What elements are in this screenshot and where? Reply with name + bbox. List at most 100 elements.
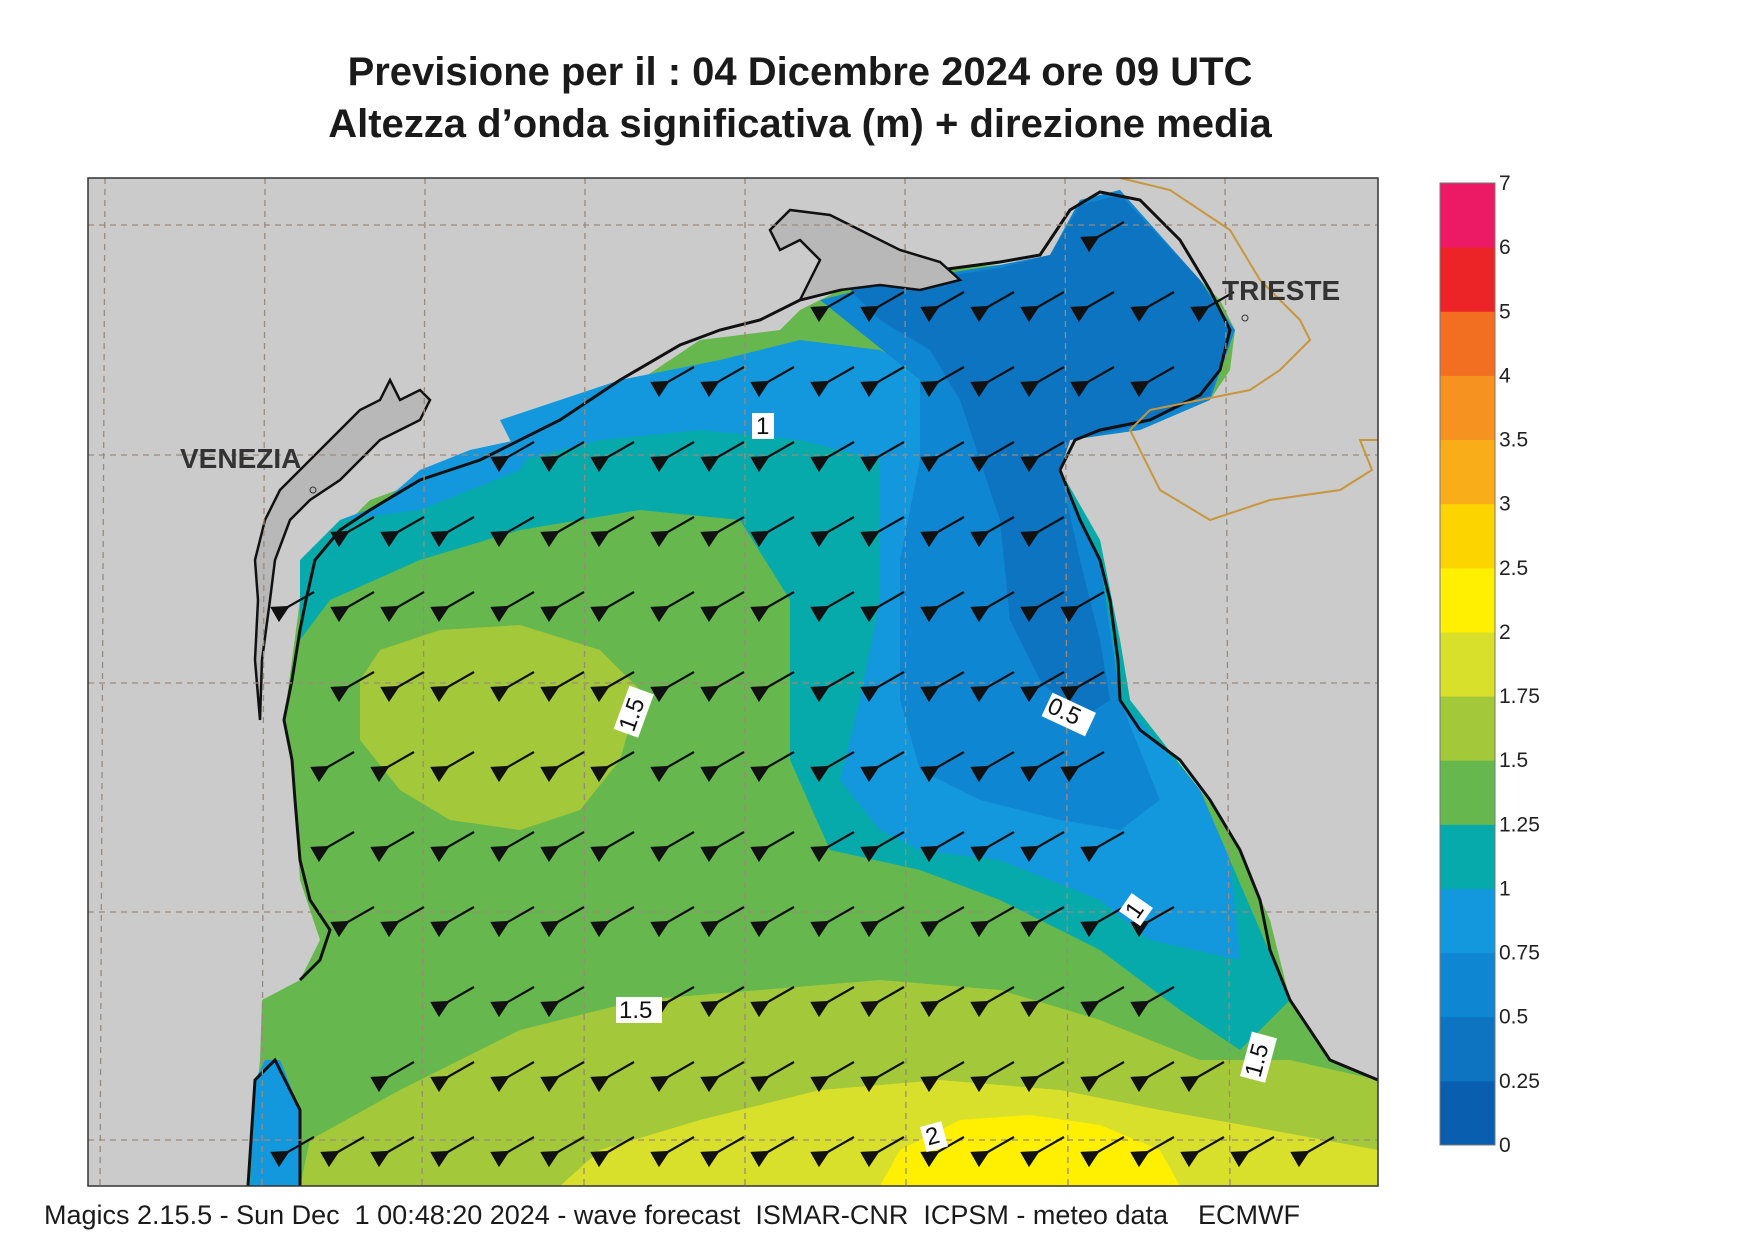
- wave-arrow: [540, 906, 585, 938]
- wave-direction-arrows: [270, 221, 1335, 1168]
- wave-arrow: [430, 906, 475, 938]
- wave-arrow: [920, 441, 965, 473]
- wave-arrow: [700, 516, 745, 548]
- wave-arrow: [430, 751, 475, 783]
- wave-arrow: [860, 671, 905, 703]
- contour-label: 1.5: [616, 997, 662, 1024]
- wave-arrow: [1130, 1061, 1175, 1093]
- colorbar-segment: [1440, 567, 1495, 633]
- wave-arrow: [700, 671, 745, 703]
- color-scale-legend: 0 0.25 0.5 0.75 1 1.25 1.5 1.75 2 2.5 3 3.5 4 5 6 7: [1439, 172, 1540, 1157]
- wave-arrow: [810, 671, 855, 703]
- wave-arrow: [590, 751, 635, 783]
- wave-arrow: [810, 366, 855, 398]
- wave-arrow: [650, 516, 695, 548]
- colorbar-segment: [1440, 311, 1495, 376]
- wave-arrow: [1060, 671, 1105, 703]
- wave-arrow: [590, 1061, 635, 1093]
- wave-arrow: [920, 291, 965, 323]
- wave-arrow: [750, 516, 795, 548]
- wave-arrow: [970, 291, 1015, 323]
- wave-arrow: [810, 291, 855, 323]
- map-subtitle: Altezza d’onda significativa (m) + direz…: [328, 102, 1272, 146]
- wave-arrow: [750, 671, 795, 703]
- wave-arrow: [330, 671, 375, 703]
- wave-arrow: [330, 516, 375, 548]
- wave-arrow: [810, 1061, 855, 1093]
- colorbar-tick-label: 1.75: [1499, 685, 1540, 708]
- wave-arrow: [1080, 831, 1125, 863]
- wave-arrow: [970, 1136, 1015, 1168]
- wave-arrow: [970, 831, 1015, 863]
- colorbar-segment: [1440, 247, 1495, 312]
- wave-arrow: [380, 671, 425, 703]
- colorbar-tick-label: 2: [1499, 621, 1511, 644]
- wave-arrow: [1020, 1136, 1065, 1168]
- wave-arrow: [920, 671, 965, 703]
- wave-arrow: [490, 441, 535, 473]
- wave-arrow: [750, 1136, 795, 1168]
- wave-arrow: [700, 906, 745, 938]
- wave-arrow: [810, 906, 855, 938]
- wave-arrow: [380, 906, 425, 938]
- wave-arrow: [860, 441, 905, 473]
- band-2-2.5: [880, 1115, 1180, 1186]
- wave-arrow: [860, 986, 905, 1018]
- wave-arrow: [1020, 516, 1065, 548]
- wave-arrow: [590, 441, 635, 473]
- grado-lagoon-land: [768, 208, 963, 302]
- wave-arrow: [810, 831, 855, 863]
- wave-arrow: [490, 591, 535, 623]
- wave-arrow: [590, 516, 635, 548]
- wave-arrow: [750, 1061, 795, 1093]
- wave-arrow: [650, 441, 695, 473]
- wave-arrow: [920, 751, 965, 783]
- wave-arrow: [650, 671, 695, 703]
- wave-arrow: [430, 516, 475, 548]
- colorbar-segment: [1440, 952, 1495, 1018]
- wave-arrow: [700, 751, 745, 783]
- wave-arrow: [1070, 291, 1115, 323]
- wave-arrow: [380, 591, 425, 623]
- wave-arrow: [1130, 1136, 1175, 1168]
- wave-arrow: [270, 591, 315, 623]
- trieste-marker: [1241, 314, 1249, 322]
- wave-arrow: [1130, 906, 1175, 938]
- wave-arrow: [810, 1136, 855, 1168]
- wave-arrow: [700, 1136, 745, 1168]
- wave-arrow: [370, 1061, 415, 1093]
- wave-arrow: [540, 1136, 585, 1168]
- colorbar-segment: [1440, 1016, 1495, 1082]
- colorbar-tick-label: 0.25: [1499, 1070, 1540, 1093]
- wave-arrow: [750, 366, 795, 398]
- wave-arrow: [590, 591, 635, 623]
- wave-arrow: [490, 1061, 535, 1093]
- wave-arrow: [1080, 906, 1125, 938]
- wave-arrow: [1060, 751, 1105, 783]
- colorbar-segment: [1440, 760, 1495, 825]
- colorbar-segment: [1440, 888, 1495, 954]
- wave-arrow: [810, 751, 855, 783]
- wave-arrow: [370, 751, 415, 783]
- wave-arrow: [270, 1136, 315, 1168]
- wave-arrow: [650, 751, 695, 783]
- wave-arrow: [310, 831, 355, 863]
- wave-arrow: [540, 671, 585, 703]
- colorbar-segment: [1440, 824, 1495, 889]
- wave-arrow: [1070, 366, 1115, 398]
- colorbar-segment: [1440, 503, 1495, 569]
- wave-arrow: [430, 1061, 475, 1093]
- wave-arrow: [1290, 1136, 1335, 1168]
- wave-arrow: [860, 1136, 905, 1168]
- wave-arrow: [490, 906, 535, 938]
- wave-arrow: [540, 986, 585, 1018]
- wave-arrow: [860, 1061, 905, 1093]
- wave-arrow: [1020, 366, 1065, 398]
- wave-arrow: [590, 671, 635, 703]
- wave-arrow: [860, 591, 905, 623]
- wave-arrow: [1020, 831, 1065, 863]
- wave-arrow: [970, 366, 1015, 398]
- wave-arrow: [650, 1136, 695, 1168]
- wave-arrow: [590, 906, 635, 938]
- wave-arrow: [540, 831, 585, 863]
